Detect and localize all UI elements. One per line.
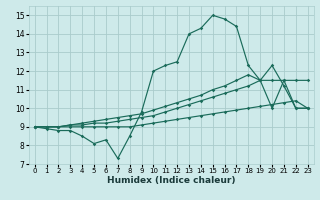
- X-axis label: Humidex (Indice chaleur): Humidex (Indice chaleur): [107, 176, 236, 185]
